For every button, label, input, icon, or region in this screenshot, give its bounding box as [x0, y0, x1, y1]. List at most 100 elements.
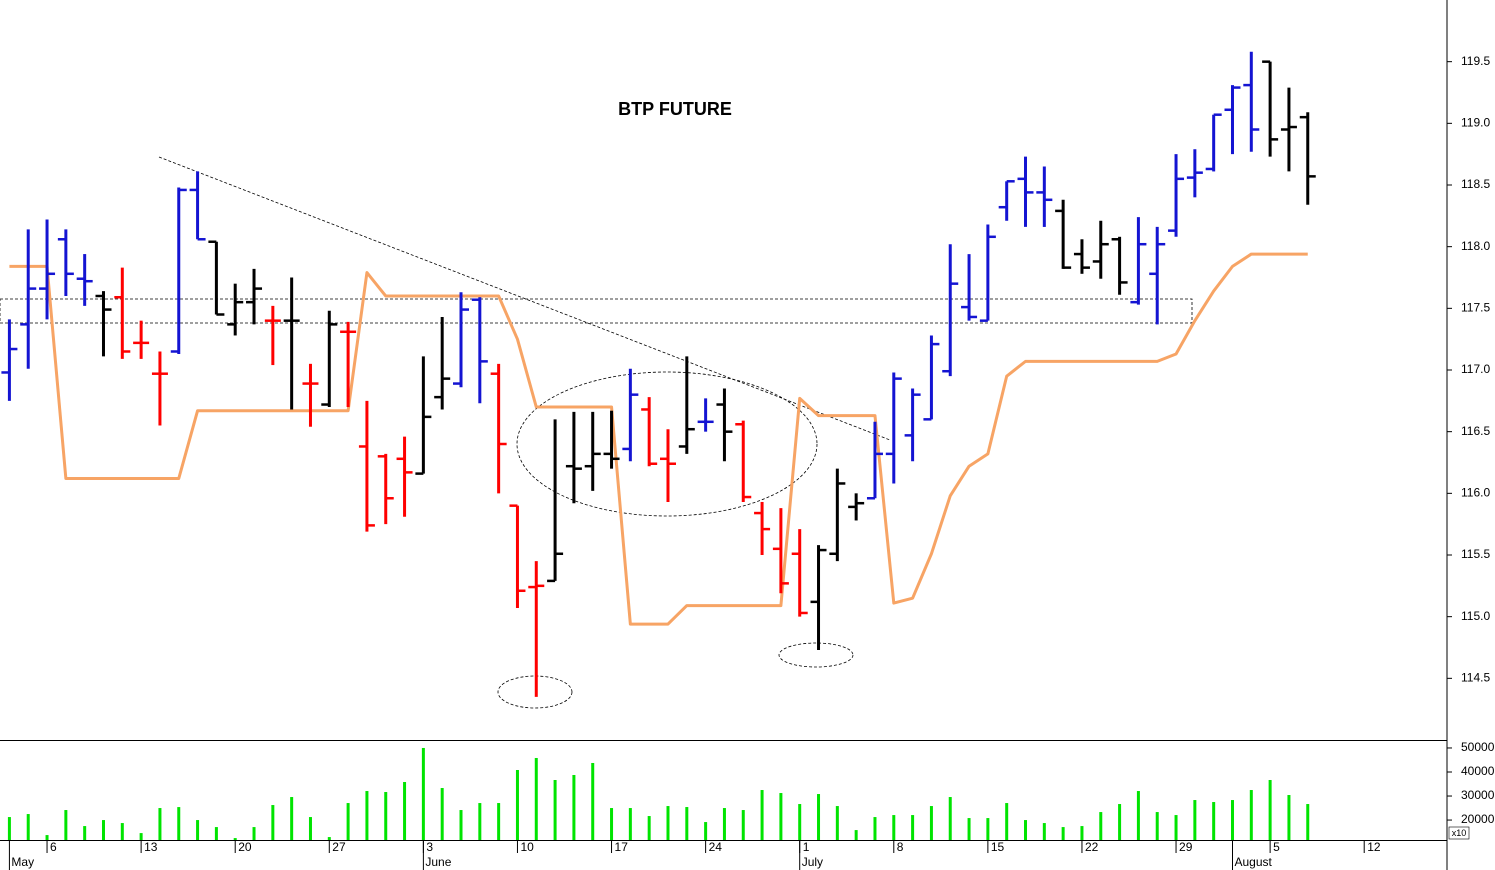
y-tick-label: 119.5 [1461, 54, 1490, 68]
pattern-ellipse [516, 371, 818, 517]
y-tick-label: 20000 [1461, 812, 1495, 826]
volume-bar [873, 817, 877, 840]
multiplier-box [1448, 826, 1470, 840]
volume-bar [1061, 827, 1065, 840]
volume-bar [308, 817, 312, 840]
volume-bar [196, 820, 200, 840]
volume-bar [1306, 804, 1310, 840]
volume-bar [1042, 823, 1046, 840]
y-tick-label: 117.5 [1461, 301, 1490, 315]
volume-bar [1193, 800, 1197, 840]
chart-title: BTP FUTURE [618, 99, 732, 119]
volume-bar [722, 808, 726, 840]
volume-bar [1136, 791, 1140, 840]
volume-bar [365, 791, 369, 840]
volume-bar [233, 838, 237, 840]
volume-bar [610, 808, 614, 840]
volume-bar [177, 807, 181, 840]
volume-bar [327, 837, 331, 840]
volume-bar [760, 790, 764, 840]
volume-bar [421, 747, 425, 840]
volume-bar [1080, 826, 1084, 840]
trend-line [158, 156, 891, 441]
overlay-line [9, 252, 1308, 626]
month-label: June [425, 855, 451, 869]
volume-bar [986, 818, 990, 840]
volume-bar [911, 815, 915, 840]
volume-bar [1249, 790, 1253, 840]
x-tick-label: 15 [991, 840, 1005, 854]
volume-bar [459, 810, 463, 840]
volume-bar [515, 770, 519, 840]
volume-bar [1212, 802, 1216, 840]
x-tick-label: 3 [426, 840, 433, 854]
volume-bar [741, 810, 745, 840]
volume-bar [553, 779, 557, 840]
x-tick-label: 29 [1179, 840, 1193, 854]
y-tick-label: 118.0 [1461, 239, 1490, 253]
volume-multiplier: x10 [1452, 828, 1467, 838]
x-tick-label: 1 [803, 840, 810, 854]
low-ellipse [778, 642, 854, 668]
volume-bar [1118, 804, 1122, 840]
y-tick-label: 116.5 [1461, 424, 1490, 438]
volume-bar [892, 815, 896, 840]
volume-bar [290, 797, 294, 840]
y-tick-label: 118.5 [1461, 177, 1490, 191]
volume-bar [214, 827, 218, 840]
volume-bar [1174, 815, 1178, 840]
volume-bar [120, 823, 124, 840]
x-tick-label: 5 [1273, 840, 1280, 854]
volume-bar [440, 788, 444, 840]
volume-bar [403, 782, 407, 840]
x-tick-label: 12 [1367, 840, 1381, 854]
volume-bar [271, 805, 275, 840]
x-tick-label: 20 [238, 840, 252, 854]
volume-bar [835, 806, 839, 840]
volume-bar [779, 793, 783, 840]
volume-bar [798, 804, 802, 840]
volume-bar [1230, 800, 1234, 840]
x-tick-label: 17 [615, 840, 629, 854]
volume-bar [139, 833, 143, 840]
y-tick-label: 116.0 [1461, 486, 1490, 500]
volume-bar [1099, 812, 1103, 840]
volume-bar [948, 797, 952, 840]
volume-bar [572, 775, 576, 840]
x-tick-label: 10 [520, 840, 534, 854]
x-tick-label: 27 [332, 840, 346, 854]
x-tick-label: 13 [144, 840, 158, 854]
volume-bar [252, 827, 256, 840]
low-ellipse [497, 675, 573, 709]
volume-bar [967, 818, 971, 840]
volume-bar [1287, 795, 1291, 840]
volume-bar [1024, 820, 1028, 840]
y-tick-label: 119.0 [1461, 116, 1490, 130]
volume-bar [45, 835, 49, 840]
volume-bar [628, 808, 632, 840]
volume-bar [685, 807, 689, 840]
x-tick-label: 22 [1085, 840, 1099, 854]
resistance-band [0, 298, 1193, 324]
month-label: July [802, 855, 823, 869]
volume-bar [7, 817, 11, 840]
volume-bar [64, 810, 68, 840]
volume-bar [346, 803, 350, 840]
month-label: May [11, 855, 34, 869]
x-tick-label: 6 [50, 840, 57, 854]
month-label: August [1234, 855, 1272, 869]
volume-bar [26, 814, 30, 840]
volume-bar [1155, 812, 1159, 840]
volume-bar [384, 792, 388, 840]
x-tick-label: 24 [709, 840, 723, 854]
volume-bar [647, 816, 651, 840]
x-tick-label: 8 [897, 840, 904, 854]
volume-bar [666, 806, 670, 840]
volume-bar [591, 762, 595, 840]
volume-bar [704, 822, 708, 840]
volume-bar [1005, 803, 1009, 840]
y-tick-label: 50000 [1461, 740, 1495, 754]
volume-bar [83, 826, 87, 840]
